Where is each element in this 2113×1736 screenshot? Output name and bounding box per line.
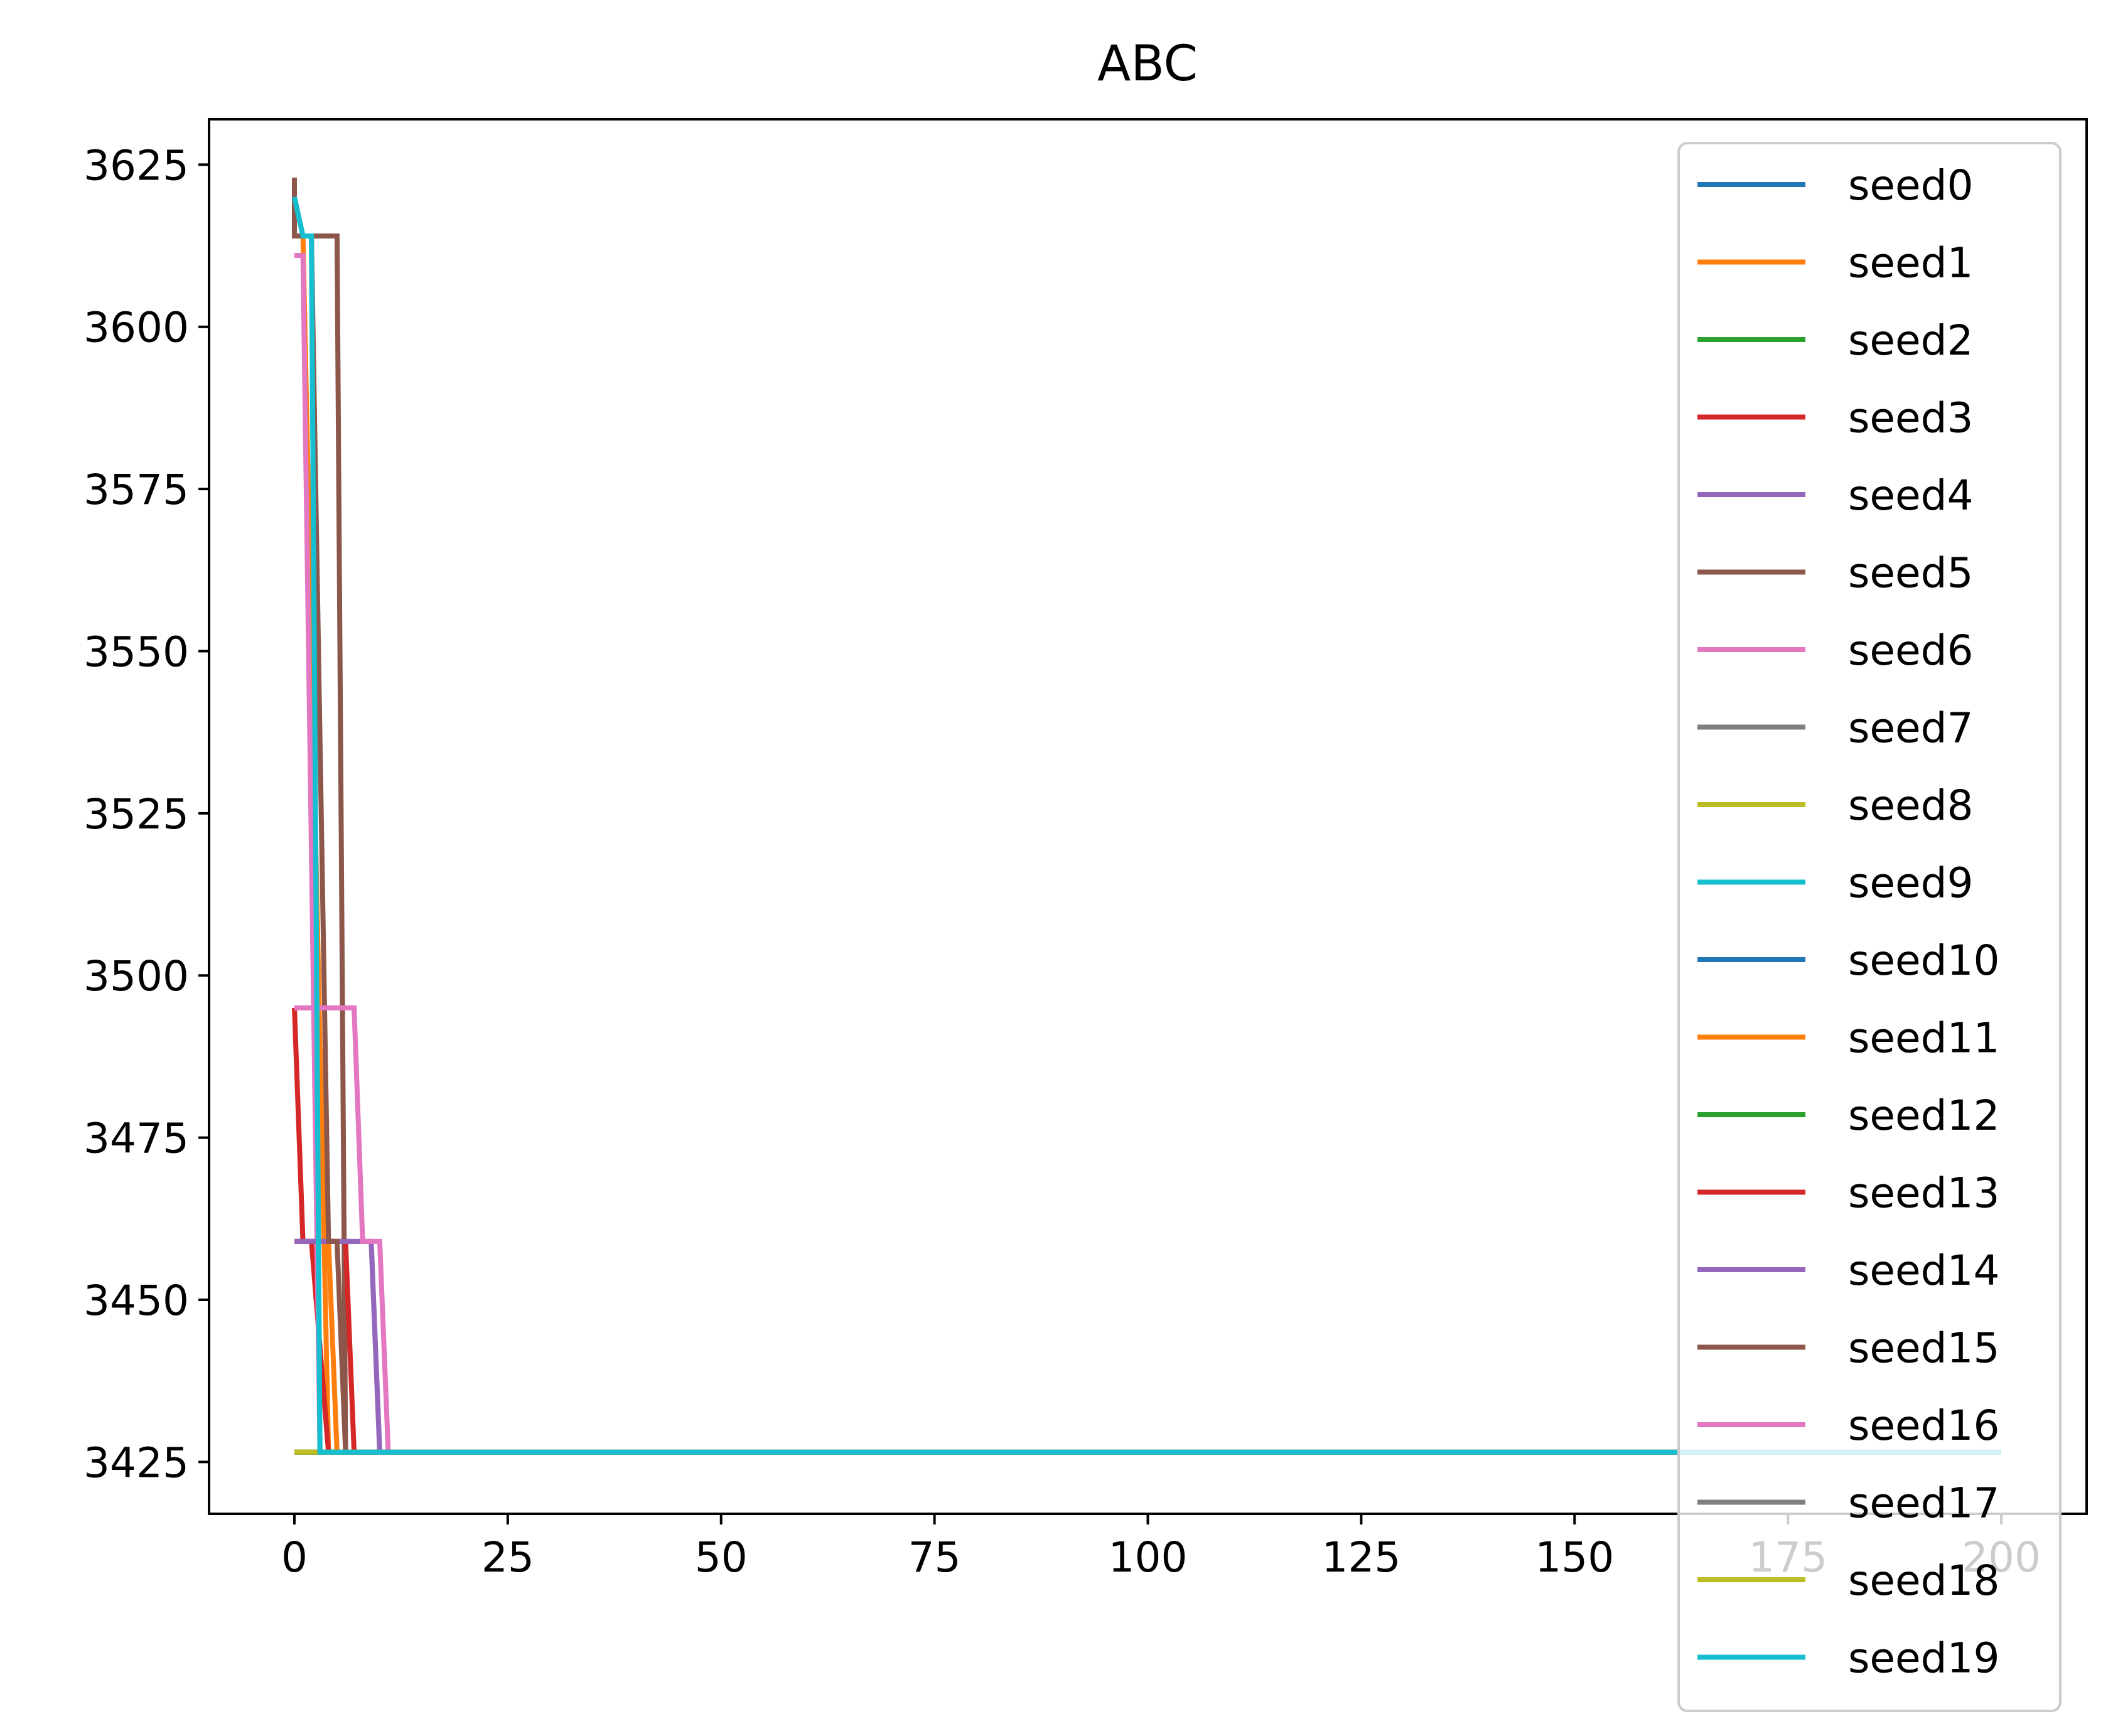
legend-label: seed0 <box>1848 161 1973 210</box>
y-tick-label: 3575 <box>83 466 189 514</box>
x-tick-label: 125 <box>1321 1533 1401 1582</box>
y-tick-label: 3525 <box>83 790 189 839</box>
legend-label: seed13 <box>1848 1169 1999 1218</box>
legend-entry: seed4 <box>1697 471 1973 520</box>
x-tick-label: 0 <box>281 1533 308 1582</box>
legend-entry: seed9 <box>1697 859 1973 908</box>
legend-label: seed9 <box>1848 859 1973 908</box>
legend-label: seed4 <box>1848 471 1973 520</box>
legend-label: seed2 <box>1848 316 1973 365</box>
x-tick-label: 150 <box>1535 1533 1614 1582</box>
legend-entry: seed10 <box>1697 936 1999 985</box>
legend-entry: seed19 <box>1697 1634 1999 1683</box>
y-tick-label: 3450 <box>83 1277 189 1325</box>
legend-entry: seed2 <box>1697 316 1973 365</box>
legend-label: seed7 <box>1848 704 1973 753</box>
legend-entry: seed0 <box>1697 161 1973 210</box>
legend-label: seed14 <box>1848 1246 1999 1295</box>
y-tick-label: 3625 <box>83 141 189 190</box>
x-tick-label: 100 <box>1109 1533 1188 1582</box>
x-tick-label: 25 <box>481 1533 534 1582</box>
legend-label: seed11 <box>1848 1014 1999 1063</box>
legend-label: seed19 <box>1848 1634 1999 1683</box>
legend-entry: seed16 <box>1697 1401 1999 1450</box>
y-tick-label: 3600 <box>83 304 189 352</box>
legend-entry: seed11 <box>1697 1014 1999 1063</box>
x-tick-label: 75 <box>908 1533 961 1582</box>
legend-entry: seed12 <box>1697 1091 1999 1140</box>
legend-entry: seed14 <box>1697 1246 1999 1295</box>
legend-label: seed1 <box>1848 239 1973 287</box>
legend-entry: seed3 <box>1697 394 1973 442</box>
x-tick-label: 50 <box>695 1533 748 1582</box>
legend-label: seed17 <box>1848 1479 1999 1528</box>
y-tick-label: 3475 <box>83 1115 189 1163</box>
legend-entry: seed17 <box>1697 1479 1999 1528</box>
legend-label: seed5 <box>1848 549 1973 597</box>
legend-label: seed12 <box>1848 1091 1999 1140</box>
series-line-seed19 <box>292 196 2001 1455</box>
legend-entry: seed7 <box>1697 704 1973 753</box>
y-tick-label: 3550 <box>83 628 189 676</box>
legend-entry: seed15 <box>1697 1324 1999 1373</box>
legend-entry: seed5 <box>1697 549 1973 597</box>
legend-label: seed6 <box>1848 626 1973 675</box>
legend-entry: seed8 <box>1697 781 1973 830</box>
y-tick-label: 3425 <box>83 1439 189 1487</box>
legend-box <box>1677 142 2062 1712</box>
legend-label: seed8 <box>1848 781 1973 830</box>
legend-label: seed18 <box>1848 1557 1999 1605</box>
legend-entry: seed18 <box>1697 1557 1999 1605</box>
legend-label: seed10 <box>1848 936 1999 985</box>
legend-label: seed3 <box>1848 394 1973 442</box>
legend: seed0 seed1 seed2 seed3 seed4 seed5 seed6 seed7… <box>1677 142 2062 1712</box>
chart-title: ABC <box>1097 36 1198 92</box>
legend-label: seed15 <box>1848 1324 1999 1373</box>
legend-entry: seed1 <box>1697 239 1973 287</box>
y-tick-label: 3500 <box>83 952 189 1000</box>
legend-entry: seed13 <box>1697 1169 1999 1218</box>
legend-label: seed16 <box>1848 1401 1999 1450</box>
legend-entry: seed6 <box>1697 626 1973 675</box>
